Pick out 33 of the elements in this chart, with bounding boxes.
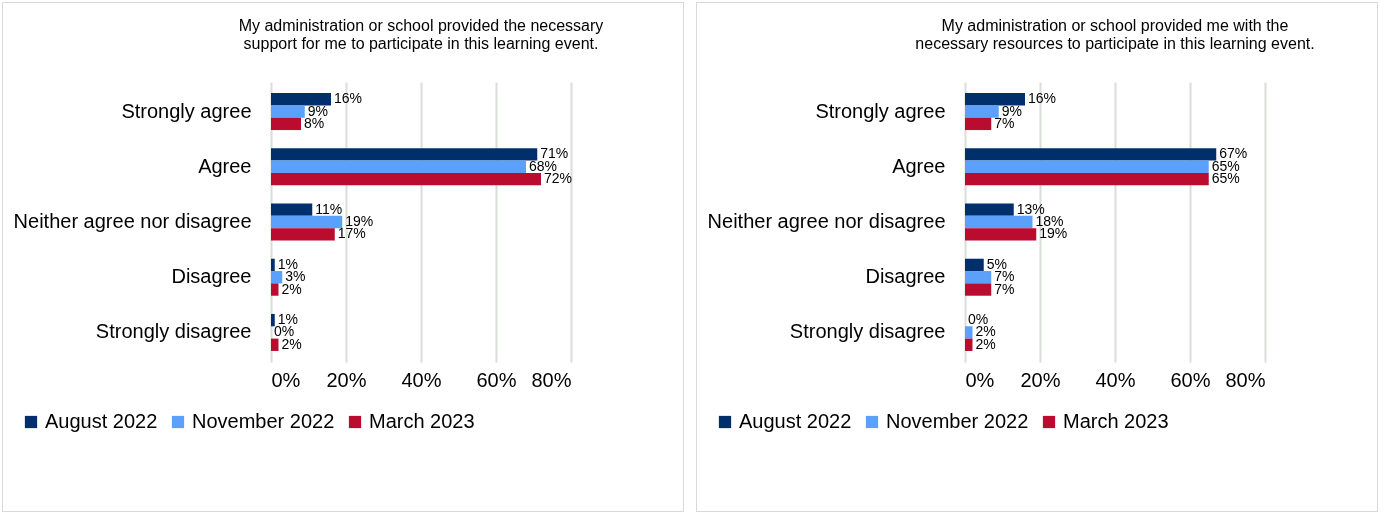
data-label: 9%: [307, 102, 328, 119]
y-tick-label: Disagree: [171, 265, 252, 288]
x-tick-label: 20%: [1020, 368, 1061, 391]
x-tick-label: 60%: [1170, 368, 1211, 391]
x-tick-label: 20%: [326, 368, 367, 391]
legend-label: November 2022: [886, 410, 1029, 432]
chart-title: My administration or school provided the necessary support for me to participate in this learning event.: [238, 17, 604, 52]
x-tick-label: 60%: [476, 368, 517, 391]
y-tick-label: Agree: [198, 154, 252, 177]
legend-label: March 2023: [369, 410, 475, 432]
y-tick-label: Strongly agree: [815, 99, 946, 122]
legend-label: March 2023: [1063, 410, 1169, 432]
x-tick-label: 80%: [1225, 368, 1266, 391]
y-tick-label: Neither agree nor disagree: [13, 210, 252, 232]
chart-title: My administration or school provided me with the necessary resources to participate in this learning event.: [915, 17, 1315, 52]
legend-label: August 2022: [739, 410, 852, 432]
y-tick-label: Strongly disagree: [95, 320, 252, 343]
legend-label: August 2022: [45, 410, 158, 432]
y-tick-label: Strongly agree: [121, 99, 252, 122]
y-tick-label: Neither agree nor disagree: [707, 210, 946, 232]
x-tick-label: 0%: [965, 368, 995, 391]
data-label: 9%: [1001, 102, 1022, 119]
x-tick-label: 40%: [1095, 368, 1136, 391]
y-tick-label: Disagree: [865, 265, 946, 288]
x-tick-label: 0%: [271, 368, 301, 391]
legend-label: November 2022: [192, 410, 335, 432]
data-label: 16%: [334, 90, 363, 107]
x-tick-label: 40%: [401, 368, 442, 391]
y-tick-label: Strongly disagree: [789, 320, 946, 343]
data-label: 11%: [315, 200, 343, 217]
x-tick-label: 80%: [531, 368, 572, 391]
data-label: 16%: [1028, 90, 1057, 107]
y-tick-label: Agree: [892, 154, 946, 177]
